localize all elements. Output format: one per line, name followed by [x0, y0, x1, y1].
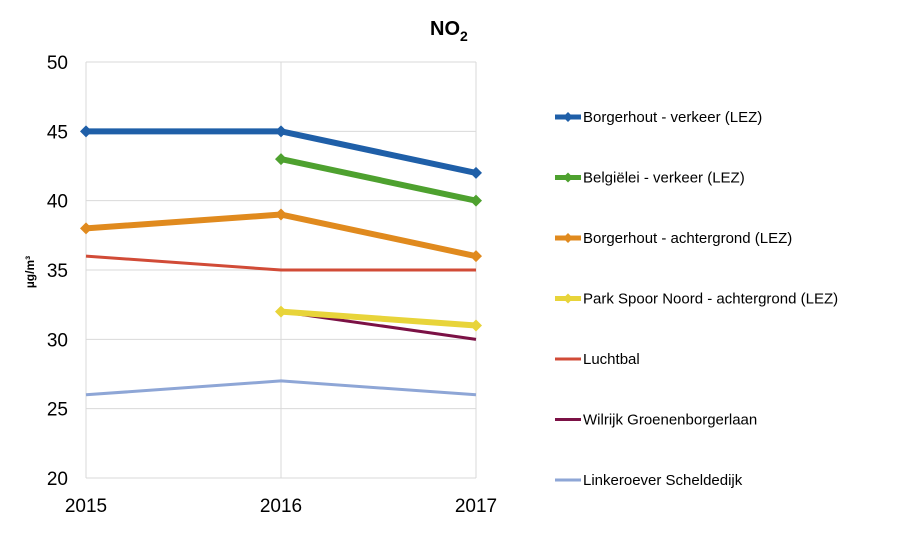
data-point-marker — [80, 125, 92, 138]
legend-marker — [563, 293, 573, 304]
series-linkeroever-scheldedijk — [85, 379, 477, 397]
legend-item: Linkeroever Scheldedijk — [555, 472, 743, 489]
series-line — [85, 254, 476, 272]
legend-label: Borgerhout - achtergrond (LEZ) — [583, 230, 792, 247]
legend-label: Wilrijk Groenenborgerlaan — [583, 412, 757, 429]
data-point-marker — [470, 250, 482, 263]
data-point-marker — [470, 319, 482, 332]
data-point-marker — [275, 208, 287, 221]
legend-item: Park Spoor Noord - achtergrond (LEZ) — [555, 291, 838, 308]
legend-label: Park Spoor Noord - achtergrond (LEZ) — [583, 291, 838, 308]
y-axis-label: µg/m³ — [23, 256, 37, 288]
series-belgi-lei-verkeer-lez — [275, 153, 482, 207]
data-point-marker — [275, 305, 287, 318]
legend-item: Wilrijk Groenenborgerlaan — [555, 412, 757, 429]
y-tick-label: 45 — [47, 122, 68, 143]
series-park-spoor-noord-achtergrond-lez — [275, 305, 482, 332]
series-line — [280, 156, 477, 204]
series-line — [85, 379, 477, 397]
y-tick-label: 35 — [47, 261, 68, 282]
data-point-marker — [80, 222, 92, 235]
series-borgerhout-achtergrond-lez — [80, 208, 482, 263]
legend-marker — [563, 112, 573, 122]
legend-marker — [563, 233, 573, 243]
legend-item: Belgiëlei - verkeer (LEZ) — [555, 170, 745, 187]
chart-title: NO2 — [430, 18, 468, 44]
series-lines — [80, 125, 482, 397]
legend-marker — [563, 172, 573, 183]
legend-label: Belgiëlei - verkeer (LEZ) — [583, 170, 745, 187]
legend-item: Luchtbal — [555, 351, 640, 368]
legend-item: Borgerhout - verkeer (LEZ) — [555, 109, 762, 126]
y-axis-ticks: 20 25 30 35 40 45 50 — [47, 53, 68, 490]
legend-item: Borgerhout - achtergrond (LEZ) — [555, 230, 792, 247]
data-point-marker — [275, 153, 287, 166]
y-tick-label: 30 — [47, 330, 68, 351]
legend-label: Borgerhout - verkeer (LEZ) — [583, 109, 762, 126]
data-point-marker — [470, 194, 482, 207]
x-axis-ticks: 2015 2016 2017 — [65, 496, 497, 517]
x-tick-label: 2017 — [455, 496, 497, 517]
legend-label: Linkeroever Scheldedijk — [583, 472, 743, 489]
series-borgerhout-verkeer-lez — [80, 125, 482, 179]
y-tick-label: 20 — [47, 469, 68, 490]
y-tick-label: 25 — [47, 400, 68, 421]
x-tick-label: 2016 — [260, 496, 302, 517]
series-luchtbal — [85, 254, 476, 272]
series-line — [280, 308, 477, 329]
y-tick-label: 50 — [47, 53, 68, 74]
y-tick-label: 40 — [47, 192, 68, 213]
data-point-marker — [275, 125, 287, 138]
data-point-marker — [470, 166, 482, 179]
legend-label: Luchtbal — [583, 351, 640, 368]
x-tick-label: 2015 — [65, 496, 107, 517]
legend: Borgerhout - verkeer (LEZ) Belgiëlei - ve… — [555, 109, 838, 489]
